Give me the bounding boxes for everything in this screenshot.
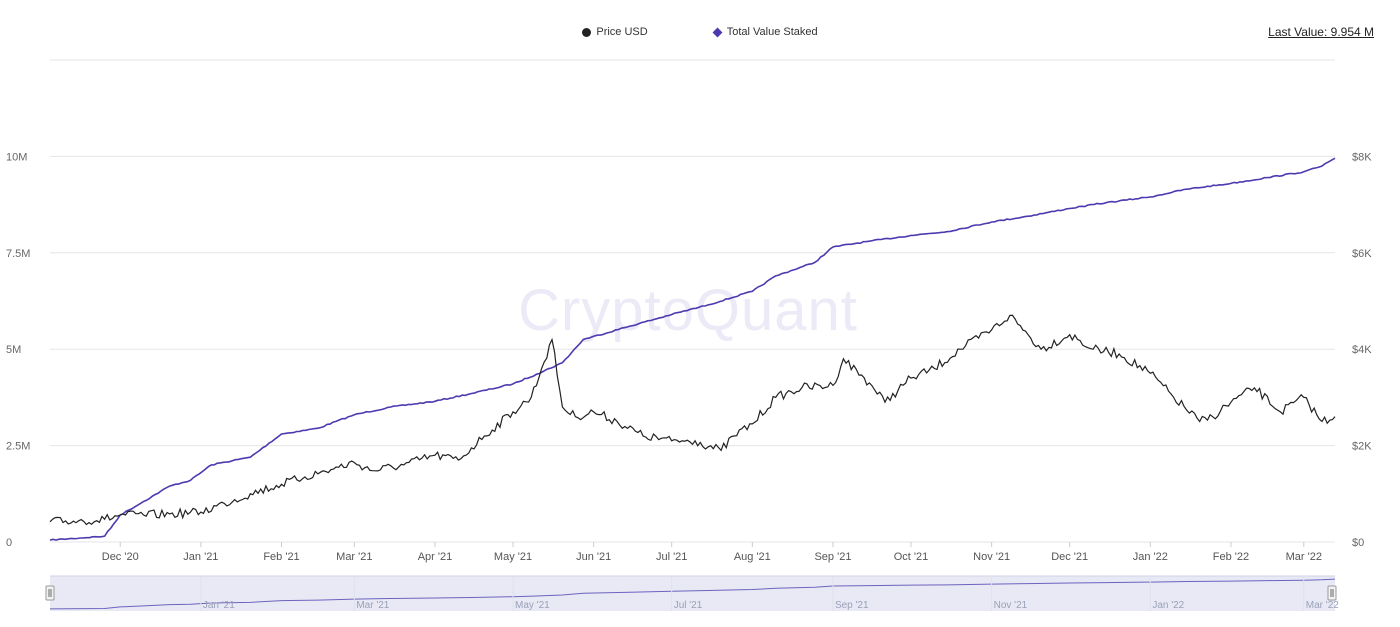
x-tick-label: Nov '21 bbox=[973, 551, 1010, 563]
y-axis-left: 0 2.5M 5M 7.5M 10M bbox=[6, 151, 30, 549]
y-left-tick-label: 7.5M bbox=[6, 248, 30, 260]
x-tick-label: Sep '21 bbox=[814, 551, 851, 563]
navigator-tick-label: Mar '21 bbox=[356, 600, 389, 611]
x-tick-label: Mar '21 bbox=[336, 551, 372, 563]
navigator-tick-label: May '21 bbox=[515, 600, 550, 611]
y-axis-right: $0 $2K $4K $6K $8K bbox=[1352, 151, 1372, 549]
x-tick-label: May '21 bbox=[494, 551, 532, 563]
y-right-tick-label: $4K bbox=[1352, 344, 1372, 356]
y-left-tick-label: 10M bbox=[6, 151, 27, 163]
price-dot-icon bbox=[582, 27, 592, 37]
series-line-price-usd bbox=[49, 314, 1336, 526]
x-tick-label: Dec '20 bbox=[102, 551, 139, 563]
x-tick-label: Apr '21 bbox=[418, 551, 453, 563]
navigator-tick-label: Jul '21 bbox=[674, 600, 703, 611]
navigator-tick-label: Jan '22 bbox=[1152, 600, 1184, 611]
navigator[interactable]: Jan '21 Mar '21 May '21 Jul '21 Sep '21 Nov '… bbox=[45, 575, 1339, 611]
y-left-tick-label: 5M bbox=[6, 344, 21, 356]
series-line-total-value-staked bbox=[49, 157, 1336, 541]
legend-item-price[interactable]: Price USD bbox=[582, 26, 648, 38]
navigator-tick-label: Jan '21 bbox=[203, 600, 235, 611]
handle-body bbox=[1327, 585, 1337, 601]
x-tick-label: Feb '22 bbox=[1213, 551, 1249, 563]
handle-body bbox=[45, 585, 55, 601]
x-tick-label: Dec '21 bbox=[1051, 551, 1088, 563]
y-right-tick-label: $0 bbox=[1352, 537, 1364, 549]
y-right-tick-label: $6K bbox=[1352, 248, 1372, 260]
y-left-tick-label: 0 bbox=[6, 537, 12, 549]
navigator-tick-label: Mar '22 bbox=[1306, 600, 1339, 611]
x-tick-label: Oct '21 bbox=[894, 551, 929, 563]
x-tick-label: Mar '22 bbox=[1286, 551, 1322, 563]
y-right-tick-label: $8K bbox=[1352, 151, 1372, 163]
navigator-left-handle[interactable] bbox=[45, 585, 55, 601]
x-tick-label: Aug '21 bbox=[734, 551, 771, 563]
legend-staked-label: Total Value Staked bbox=[726, 26, 818, 38]
grid-lines bbox=[50, 59, 1335, 543]
navigator-mask bbox=[50, 576, 1335, 611]
legend: Price USD Total Value Staked bbox=[0, 26, 1400, 38]
x-tick-label: Jan '22 bbox=[1133, 551, 1168, 563]
navigator-tick-label: Nov '21 bbox=[994, 600, 1028, 611]
y-left-tick-label: 2.5M bbox=[6, 441, 30, 453]
x-tick-label: Jul '21 bbox=[656, 551, 687, 563]
navigator-right-handle[interactable] bbox=[1327, 585, 1337, 601]
legend-price-label: Price USD bbox=[596, 26, 648, 38]
x-tick-label: Jan '21 bbox=[183, 551, 218, 563]
x-axis: Dec '20 Jan '21 Feb '21 Mar '21 Apr '21 May '… bbox=[102, 542, 1322, 563]
x-tick-label: Jun '21 bbox=[576, 551, 611, 563]
navigator-tick-label: Sep '21 bbox=[835, 600, 869, 611]
last-value-link[interactable]: Last Value: 9.954 M bbox=[1268, 25, 1374, 39]
x-tick-label: Feb '21 bbox=[263, 551, 299, 563]
legend-item-staked[interactable]: Total Value Staked bbox=[712, 26, 818, 38]
y-right-tick-label: $2K bbox=[1352, 441, 1372, 453]
